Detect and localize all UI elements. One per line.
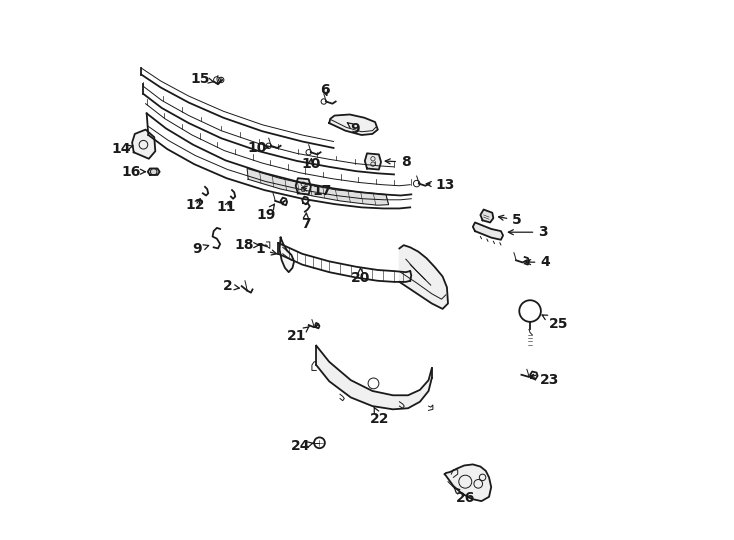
Text: 7: 7	[301, 213, 310, 231]
Text: 1: 1	[255, 242, 277, 256]
Text: 5: 5	[498, 213, 522, 227]
Text: 22: 22	[370, 407, 390, 426]
Text: 9: 9	[192, 242, 208, 256]
Polygon shape	[316, 346, 432, 409]
Text: 24: 24	[291, 439, 313, 453]
Polygon shape	[330, 114, 378, 135]
Text: 2: 2	[223, 279, 239, 293]
Text: 6: 6	[320, 83, 330, 97]
Polygon shape	[399, 245, 448, 309]
Text: 10: 10	[247, 141, 269, 155]
Polygon shape	[296, 178, 310, 194]
Text: 21: 21	[287, 327, 309, 343]
Text: 14: 14	[111, 142, 134, 156]
Text: 23: 23	[531, 373, 559, 387]
Text: 9: 9	[347, 122, 360, 136]
Text: 25: 25	[542, 315, 568, 331]
Text: 4: 4	[526, 255, 550, 269]
Text: 15: 15	[191, 72, 214, 86]
Polygon shape	[247, 168, 388, 205]
Polygon shape	[480, 210, 493, 222]
Text: 19: 19	[257, 204, 276, 222]
Text: 8: 8	[385, 155, 411, 169]
Text: 3: 3	[509, 225, 548, 239]
Polygon shape	[445, 464, 491, 501]
Text: 16: 16	[122, 165, 145, 179]
Polygon shape	[280, 238, 294, 272]
Polygon shape	[365, 153, 381, 170]
Polygon shape	[473, 222, 503, 240]
Text: 26: 26	[454, 488, 475, 505]
Text: 13: 13	[426, 178, 454, 192]
Text: 18: 18	[234, 238, 259, 252]
Polygon shape	[148, 168, 159, 175]
Text: 17: 17	[302, 184, 331, 198]
Text: 10: 10	[301, 157, 321, 171]
Polygon shape	[132, 130, 156, 159]
Text: 12: 12	[186, 198, 205, 212]
Text: 11: 11	[217, 200, 236, 214]
Text: 20: 20	[351, 268, 370, 285]
